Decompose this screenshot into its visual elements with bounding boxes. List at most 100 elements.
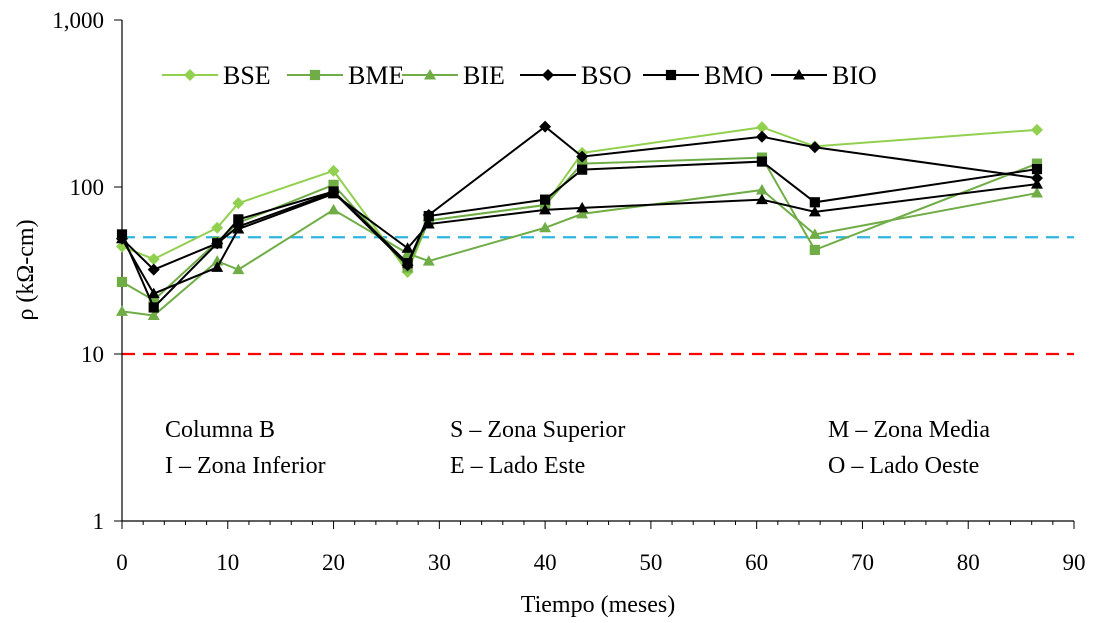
series-line-bse xyxy=(121,126,1038,274)
series-line-bme xyxy=(121,156,1038,302)
data-point-bme xyxy=(809,244,820,256)
data-point-bse xyxy=(232,197,245,210)
legend-item-bso: BSO xyxy=(520,61,632,90)
data-point-bie xyxy=(576,207,589,219)
data-point-bmo xyxy=(423,210,434,222)
data-point-bio xyxy=(401,242,414,253)
data-point-bie xyxy=(808,228,821,239)
data-point-bmo xyxy=(1031,163,1043,175)
data-point-bie xyxy=(147,309,160,321)
legend-label: BSE xyxy=(223,61,271,90)
data-point-bmo xyxy=(809,197,820,208)
legend: BSE BME BIE BSO BMO BIO xyxy=(162,61,877,90)
data-point-bio xyxy=(211,261,224,272)
series-line-bso xyxy=(121,125,1038,271)
data-point-bmo xyxy=(212,238,223,249)
data-point-bio xyxy=(576,201,589,213)
annotations: Columna B S – Zona Superior M – Zona Med… xyxy=(165,417,990,479)
series-line-bie xyxy=(121,188,1038,317)
data-point-bso xyxy=(576,150,589,163)
legend-marker-bme xyxy=(309,69,321,81)
x-tick-label: 80 xyxy=(957,550,980,575)
y-ticks: 1 10 100 1,000 xyxy=(52,8,122,534)
data-point-bio xyxy=(422,218,435,229)
annotation-lado-este: E – Lado Este xyxy=(450,453,585,479)
annotation-zona-superior: S – Zona Superior xyxy=(450,417,625,443)
data-point-bso xyxy=(147,263,160,276)
data-point-bio xyxy=(755,193,768,205)
data-point-bme xyxy=(328,179,339,190)
series-line-bmo xyxy=(121,160,1038,310)
legend-item-bio: BIO xyxy=(771,61,877,90)
annotation-columna: Columna B xyxy=(165,417,275,443)
x-tick-label: 40 xyxy=(534,550,557,575)
y-tick-label: 1 xyxy=(93,509,105,534)
data-point-bie xyxy=(232,263,245,275)
x-tick-label: 10 xyxy=(216,550,239,575)
legend-label: BMO xyxy=(704,61,763,90)
data-point-bio xyxy=(808,205,821,217)
legend-label: BIE xyxy=(463,61,505,90)
legend-marker-bie xyxy=(424,69,436,80)
series-bmo xyxy=(116,156,1043,313)
data-point-bso xyxy=(539,120,552,133)
data-point-bie xyxy=(1030,187,1043,198)
data-point-bie xyxy=(327,203,340,215)
data-point-bio xyxy=(539,203,552,215)
data-point-bmo xyxy=(233,214,244,225)
x-tick-label: 50 xyxy=(639,550,662,575)
data-point-bie xyxy=(422,255,435,266)
data-point-bie xyxy=(539,221,552,233)
data-point-bio xyxy=(147,287,160,299)
data-point-bmo xyxy=(577,164,588,175)
x-tick-label: 60 xyxy=(745,550,768,575)
data-point-bio xyxy=(116,232,128,244)
legend-item-bse: BSE xyxy=(162,61,271,90)
data-point-bso xyxy=(1030,172,1043,185)
y-tick-label: 1,000 xyxy=(52,8,104,33)
legend-marker-bso xyxy=(542,69,554,81)
x-tick-label: 70 xyxy=(851,550,874,575)
series-bie xyxy=(116,183,1043,321)
data-point-bse xyxy=(147,253,160,266)
data-point-bso xyxy=(755,130,768,143)
data-point-bme xyxy=(116,276,128,288)
data-point-bse xyxy=(1030,123,1043,136)
axes: 0 10 20 30 40 50 60 70 80 90 1 10 100 1,000 xyxy=(52,8,1085,575)
x-tick-label: 0 xyxy=(116,550,128,575)
legend-item-bmo: BMO xyxy=(643,61,763,90)
data-point-bmo xyxy=(402,258,413,269)
data-point-bme xyxy=(1031,158,1043,169)
legend-item-bie: BIE xyxy=(402,61,505,90)
data-point-bmo xyxy=(540,194,551,205)
data-point-bse xyxy=(755,121,768,134)
series-bio xyxy=(116,178,1043,299)
data-point-bie xyxy=(116,305,128,316)
x-axis-title: Tiempo (meses) xyxy=(521,592,675,618)
x-tick-label: 20 xyxy=(322,550,345,575)
legend-label: BME xyxy=(348,61,404,90)
data-point-bmo xyxy=(756,156,768,167)
data-point-bse xyxy=(211,221,224,234)
data-point-bso xyxy=(808,141,821,154)
legend-marker-bmo xyxy=(665,69,677,81)
legend-label: BIO xyxy=(832,61,877,90)
x-tick-label: 90 xyxy=(1063,550,1086,575)
annotation-zona-media: M – Zona Media xyxy=(828,417,990,443)
legend-marker-bio xyxy=(793,69,805,80)
series-group xyxy=(116,120,1043,321)
legend-label: BSO xyxy=(581,61,632,90)
series-bme xyxy=(116,152,1043,306)
data-point-bmo xyxy=(148,302,159,313)
x-ticks: 0 10 20 30 40 50 60 70 80 90 xyxy=(116,521,1086,575)
series-bse xyxy=(116,121,1043,278)
y-tick-label: 100 xyxy=(70,175,105,200)
annotation-lado-oeste: O – Lado Oeste xyxy=(828,453,979,479)
data-point-bie xyxy=(755,183,768,195)
data-point-bse xyxy=(327,164,340,177)
y-axis-title: ρ (kΩ-cm) xyxy=(13,219,39,320)
data-point-bme xyxy=(577,158,588,169)
annotation-zona-inferior: I – Zona Inferior xyxy=(165,453,326,479)
data-point-bio xyxy=(232,223,245,234)
